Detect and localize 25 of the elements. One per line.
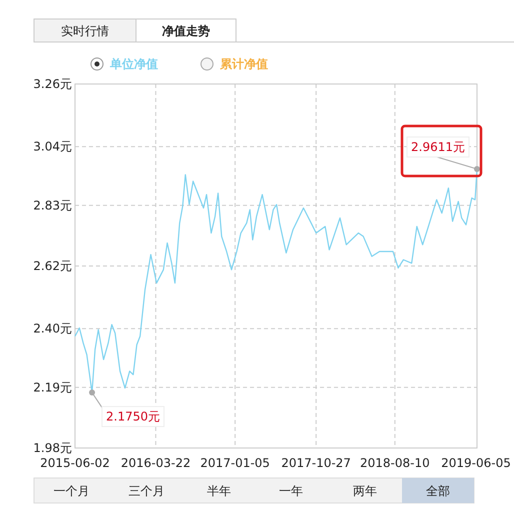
text: 累计净值 xyxy=(219,57,268,71)
y-tick-label: 2.62元 xyxy=(33,259,72,273)
text: 两年 xyxy=(353,484,377,498)
x-tick-label: 2018-08-10 xyxy=(360,456,430,470)
text: 实时行情 xyxy=(61,24,109,38)
text: 半年 xyxy=(207,484,231,498)
text: 一年 xyxy=(279,484,303,498)
text: 三个月 xyxy=(128,484,164,498)
text: 单位净值 xyxy=(109,57,158,71)
x-tick-label: 2019-06-05 xyxy=(441,456,511,470)
y-tick-label: 3.04元 xyxy=(33,140,72,154)
text: 净值走势 xyxy=(162,24,210,38)
x-tick-label: 2015-06-02 xyxy=(40,456,110,470)
annotation: 2.1750元 xyxy=(106,410,160,424)
x-tick-label: 2017-01-05 xyxy=(200,456,270,470)
text: 一个月 xyxy=(54,484,90,498)
y-tick-label: 2.83元 xyxy=(33,198,72,212)
y-tick-label: 2.19元 xyxy=(33,380,72,394)
text: 全部 xyxy=(426,484,450,498)
y-tick-label: 1.98元 xyxy=(33,441,72,455)
x-tick-label: 2017-10-27 xyxy=(281,456,351,470)
y-tick-label: 3.26元 xyxy=(33,77,72,91)
annotation: 2.9611元 xyxy=(411,140,465,154)
y-tick-label: 2.40元 xyxy=(33,322,72,336)
x-tick-label: 2016-03-22 xyxy=(120,456,191,470)
